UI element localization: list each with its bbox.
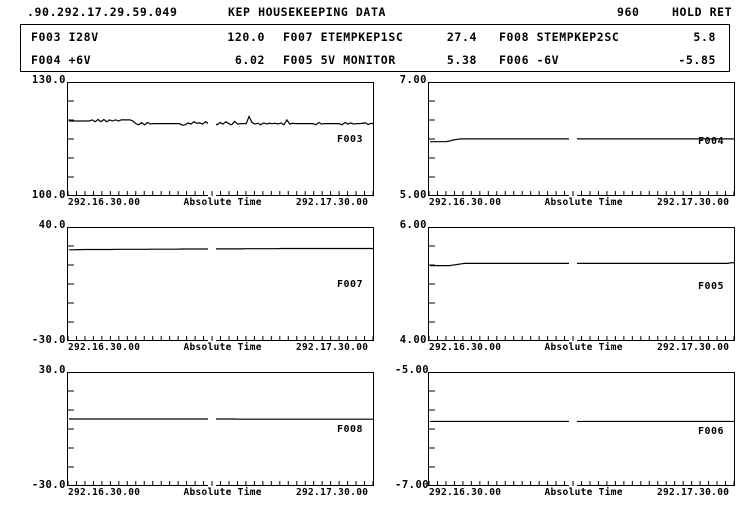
x-axis-ticks-f003 — [67, 191, 374, 196]
y-axis-ticks-f007 — [68, 245, 74, 323]
x-axis-title-f007: Absolute Time — [183, 342, 262, 353]
y-axis-ticks-f003 — [68, 100, 74, 178]
chart-plot-area-f004 — [428, 82, 735, 196]
status-name-f008: F008 STEMPKEP2SC — [499, 30, 620, 44]
status-name-f006: F006 -6V — [499, 53, 560, 67]
x-axis-end-label-f007: 292.17.30.00 — [296, 342, 369, 353]
trace-label-f007: F007 — [337, 279, 364, 291]
y-axis-min-label-f005: 4.00 — [399, 334, 427, 346]
status-name-f003: F003 I28V — [31, 30, 99, 44]
chart-plot-area-f005 — [428, 227, 735, 341]
chart-canvas-f004 — [430, 84, 735, 196]
page-title: KEP HOUSEKEEPING DATA — [228, 5, 386, 19]
trace-label-f003: F003 — [337, 134, 364, 146]
chart-trace-f003 — [69, 114, 375, 126]
y-axis-min-label-f007: -30.0 — [31, 334, 66, 346]
trace-label-f004: F004 — [698, 135, 725, 147]
y-axis-max-label-f008: 30.0 — [38, 364, 66, 376]
x-axis-title-f006: Absolute Time — [544, 487, 623, 498]
chart-plot-area-f006 — [428, 372, 735, 486]
chart-data-gap — [208, 229, 216, 341]
status-value-f007: 27.4 — [446, 30, 477, 44]
status-name-f004: F004 +6V — [31, 53, 92, 67]
status-value-f003: 120.0 — [227, 30, 265, 44]
x-axis-end-label-f003: 292.17.30.00 — [296, 197, 369, 208]
y-axis-min-label-f003: 100.0 — [31, 189, 66, 201]
plot-grid: 130.0 100.0 292.16.30.00 292.17.30.00 Absolu… — [0, 72, 749, 517]
trace-label-f006: F006 — [698, 425, 725, 437]
chart-data-gap — [569, 84, 577, 196]
y-axis-max-label-f003: 130.0 — [31, 74, 66, 86]
status-value-f008: 5.8 — [693, 30, 716, 44]
status-value-f004: 6.02 — [234, 53, 265, 67]
x-axis-start-label-f006: 292.16.30.00 — [429, 487, 502, 498]
chart-canvas-f006 — [430, 374, 735, 486]
x-axis-title-f008: Absolute Time — [183, 487, 262, 498]
chart-trace-f004 — [430, 138, 735, 143]
header-code: 960 — [617, 5, 640, 19]
y-axis-ticks-f004 — [429, 100, 435, 178]
chart-plot-area-f007 — [67, 227, 374, 341]
status-value-f006: -5.85 — [678, 53, 716, 67]
x-axis-start-label-f005: 292.16.30.00 — [429, 342, 502, 353]
x-axis-start-label-f004: 292.16.30.00 — [429, 197, 502, 208]
y-axis-ticks-f008 — [68, 390, 74, 468]
header-bar: .90.292.17.29.59.049 KEP HOUSEKEEPING DA… — [0, 2, 749, 22]
x-axis-title-f003: Absolute Time — [183, 197, 262, 208]
x-axis-title-f005: Absolute Time — [544, 342, 623, 353]
trace-label-f005: F005 — [698, 280, 725, 292]
chart-data-gap — [569, 229, 577, 341]
chart-trace-f005 — [430, 262, 735, 267]
y-axis-min-label-f004: 5.00 — [399, 189, 427, 201]
y-axis-min-label-f008: -30.0 — [31, 479, 66, 491]
chart-data-gap — [208, 374, 216, 486]
header-timestamp: .90.292.17.29.59.049 — [27, 5, 178, 19]
status-table: F003 I28V 120.0 F007 ETEMPKEP1SC 27.4 F0… — [20, 24, 730, 72]
header-mode: HOLD RET — [672, 5, 733, 19]
x-axis-ticks-f004 — [428, 191, 735, 196]
chart-canvas-f003 — [69, 84, 375, 196]
y-axis-max-label-f005: 6.00 — [399, 219, 427, 231]
table-row: F003 I28V 120.0 F007 ETEMPKEP1SC 27.4 F0… — [21, 25, 731, 49]
x-axis-ticks-f007 — [67, 336, 374, 341]
x-axis-start-label-f003: 292.16.30.00 — [68, 197, 141, 208]
chart-plot-area-f003 — [67, 82, 375, 196]
status-name-f007: F007 ETEMPKEP1SC — [283, 30, 404, 44]
y-axis-ticks-f006 — [429, 390, 435, 468]
x-axis-end-label-f004: 292.17.30.00 — [657, 197, 730, 208]
x-axis-end-label-f008: 292.17.30.00 — [296, 487, 369, 498]
y-axis-ticks-f005 — [429, 245, 435, 323]
chart-canvas-f005 — [430, 229, 735, 341]
x-axis-ticks-f005 — [428, 336, 735, 341]
chart-data-gap — [208, 84, 216, 196]
x-axis-start-label-f008: 292.16.30.00 — [68, 487, 141, 498]
table-row: F004 +6V 6.02 F005 5V MONITOR 5.38 F006 … — [21, 48, 731, 72]
x-axis-end-label-f005: 292.17.30.00 — [657, 342, 730, 353]
chart-canvas-f007 — [69, 229, 374, 341]
status-value-f005: 5.38 — [446, 53, 477, 67]
x-axis-end-label-f006: 292.17.30.00 — [657, 487, 730, 498]
y-axis-max-label-f004: 7.00 — [399, 74, 427, 86]
x-axis-ticks-f006 — [428, 481, 735, 486]
trace-label-f008: F008 — [337, 424, 364, 436]
y-axis-max-label-f006: -5.00 — [395, 364, 430, 376]
x-axis-start-label-f007: 292.16.30.00 — [68, 342, 141, 353]
chart-data-gap — [569, 374, 577, 486]
x-axis-ticks-f008 — [67, 481, 374, 486]
x-axis-title-f004: Absolute Time — [544, 197, 623, 208]
chart-plot-area-f008 — [67, 372, 374, 486]
chart-canvas-f008 — [69, 374, 374, 486]
y-axis-min-label-f006: -7.00 — [395, 479, 430, 491]
y-axis-max-label-f007: 40.0 — [38, 219, 66, 231]
status-name-f005: F005 5V MONITOR — [283, 53, 396, 67]
chart-trace-f007 — [69, 247, 374, 251]
